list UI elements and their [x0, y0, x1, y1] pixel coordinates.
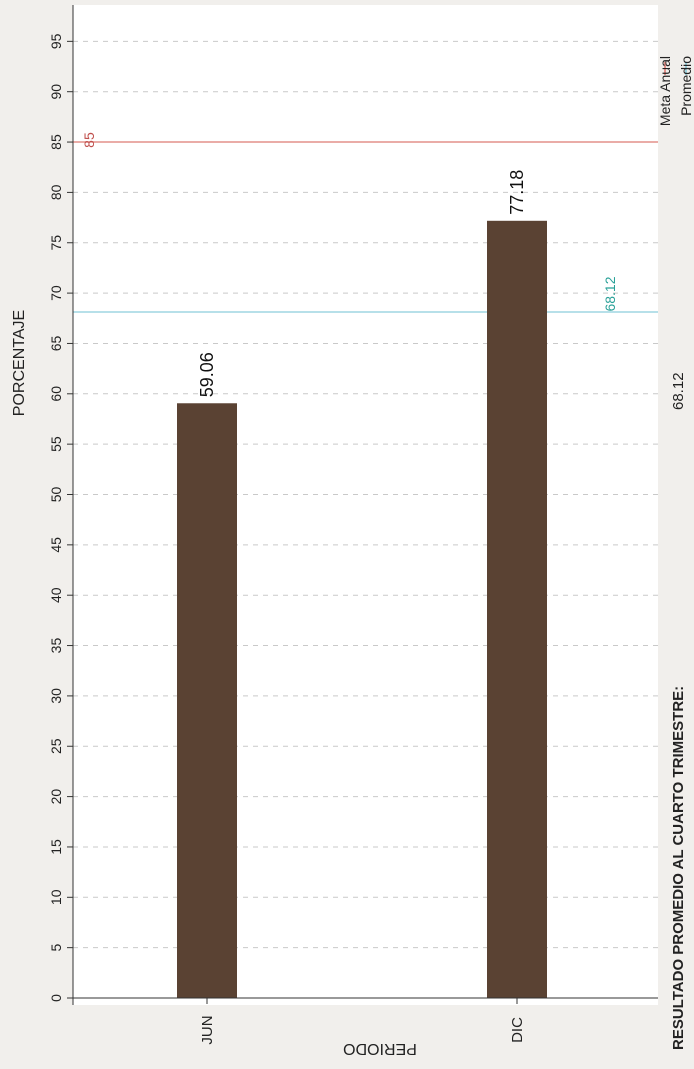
y-tick-label: 15 — [48, 839, 64, 855]
reference-lines: 85 68.12 — [73, 132, 658, 313]
bar-value-label: 59.06 — [197, 352, 217, 397]
y-tick-label: 70 — [48, 285, 64, 301]
tick-labels: 0 5 10 15 20 25 30 35 40 45 50 55 60 65 70 75 80 85 90 95 JU… — [48, 33, 526, 1044]
footer-result: RESULTADO PROMEDIO AL CUARTO TRIMESTRE: … — [670, 372, 687, 1050]
y-tick-label: 10 — [48, 889, 64, 905]
y-tick-label: 20 — [48, 789, 64, 805]
y-tick-label: 45 — [48, 537, 64, 553]
reference-line-label: 85 — [81, 132, 97, 148]
y-tick-label: 65 — [48, 335, 64, 351]
legend-label-meta-anual: Meta Anual — [657, 56, 673, 126]
y-tick-label: 30 — [48, 688, 64, 704]
x-axis-title: PERIODO — [343, 1040, 417, 1057]
axes — [67, 5, 658, 1005]
plot-area — [73, 5, 658, 1005]
y-tick-label: 90 — [48, 84, 64, 100]
bar-dic — [487, 220, 547, 999]
legend: Meta Anual Promedio — [657, 56, 694, 126]
y-tick-label: 50 — [48, 487, 64, 503]
y-tick-label: 95 — [48, 33, 64, 49]
category-tick-label: DIC — [509, 1017, 526, 1043]
bar-value-label: 77.18 — [507, 170, 527, 215]
y-axis-title: PORCENTAJE — [11, 310, 28, 416]
y-tick-label: 75 — [48, 235, 64, 251]
y-tick-label: 85 — [48, 134, 64, 150]
y-tick-label: 25 — [48, 738, 64, 754]
y-tick-label: 0 — [48, 994, 64, 1002]
y-tick-label: 60 — [48, 386, 64, 402]
y-tick-label: 55 — [48, 436, 64, 452]
footer-label: RESULTADO PROMEDIO AL CUARTO TRIMESTRE: — [670, 686, 687, 1050]
reference-line-label: 68.12 — [602, 276, 618, 311]
y-tick-label: 40 — [48, 587, 64, 603]
bar-jun — [177, 403, 237, 998]
footer-value: 68.12 — [670, 372, 687, 410]
legend-label-promedio: Promedio — [678, 56, 694, 116]
y-tick-label: 80 — [48, 184, 64, 200]
y-tick-label: 5 — [48, 944, 64, 952]
y-tick-label: 35 — [48, 638, 64, 654]
category-tick-label: JUN — [199, 1015, 216, 1044]
bars: 59.06 77.18 — [177, 170, 547, 999]
